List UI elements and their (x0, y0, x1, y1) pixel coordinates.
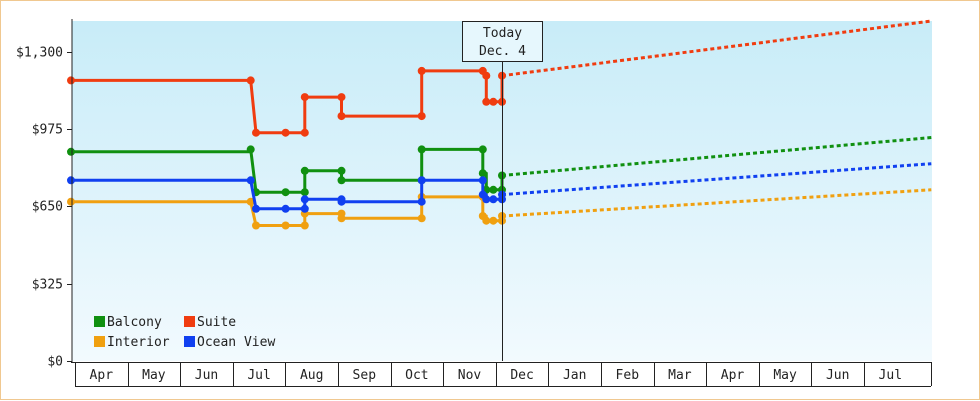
data-point-balcony-7 (337, 176, 346, 185)
y-tick-label-4: $1,300 (16, 46, 63, 61)
data-point-ocean-view-1 (246, 176, 255, 185)
legend-swatch-interior (94, 336, 105, 347)
data-point-ocean-view-7 (337, 197, 346, 206)
legend-swatch-suite (184, 316, 195, 327)
data-point-interior-8 (417, 214, 426, 223)
data-point-ocean-view-3 (281, 204, 290, 213)
legend-label-ocean-view: Ocean View (197, 335, 275, 350)
series-forecast-balcony (501, 136, 932, 177)
data-point-suite-8 (417, 112, 426, 121)
data-point-suite-7 (337, 112, 346, 121)
today-date: Dec. 4 (479, 44, 526, 59)
x-month-label-2: Jun (195, 368, 218, 383)
data-point-ocean-view-0 (67, 176, 75, 185)
today-label: Today (483, 26, 522, 41)
series-forecast-ocean-view (501, 162, 932, 197)
y-tick-label-1: $325 (32, 278, 63, 293)
data-point-suite-6 (337, 93, 346, 102)
y-tick-label-2: $650 (32, 200, 63, 215)
data-point-balcony-4 (300, 188, 309, 197)
data-point-balcony-5 (300, 166, 309, 175)
x-month-label-8: Dec (510, 368, 533, 383)
legend-label-suite: Suite (197, 315, 236, 330)
x-month-label-4: Aug (300, 368, 323, 383)
x-month-label-9: Jan (563, 368, 586, 383)
data-point-suite-4 (300, 128, 309, 137)
x-month-label-10: Feb (616, 368, 640, 383)
x-month-label-3: Jul (247, 368, 270, 383)
legend-swatch-ocean-view (184, 336, 195, 347)
data-point-balcony-6 (337, 166, 346, 175)
data-point-ocean-view-10 (478, 176, 487, 185)
data-point-ocean-view-12 (482, 195, 491, 204)
data-point-interior-1 (246, 197, 255, 206)
x-month-label-0: Apr (90, 368, 114, 383)
data-point-balcony-9 (417, 145, 426, 154)
legend: Balcony Suite Interior Ocean View (94, 315, 275, 350)
x-month-label-13: May (773, 368, 797, 383)
data-point-ocean-view-4 (300, 204, 309, 213)
legend-label-interior: Interior (107, 335, 170, 350)
x-month-label-1: May (142, 368, 166, 383)
data-point-balcony-1 (246, 145, 255, 154)
x-month-label-6: Oct (405, 368, 428, 383)
data-point-suite-5 (300, 93, 309, 102)
series-forecast-suite (501, 19, 932, 78)
data-point-balcony-10 (478, 145, 487, 154)
data-point-suite-1 (246, 76, 255, 85)
data-point-interior-3 (281, 221, 290, 230)
data-point-interior-2 (252, 221, 260, 230)
data-point-interior-4 (300, 221, 309, 230)
x-month-label-15: Jul (879, 368, 902, 383)
data-point-balcony-0 (67, 147, 75, 156)
data-point-balcony-11 (478, 169, 487, 178)
data-point-suite-9 (417, 66, 426, 75)
data-point-ocean-view-8 (417, 197, 426, 206)
legend-swatch-balcony (94, 316, 105, 327)
data-point-ocean-view-9 (417, 176, 426, 185)
y-tick-label-3: $975 (32, 123, 63, 138)
data-point-ocean-view-13 (489, 195, 498, 204)
data-point-interior-12 (482, 216, 491, 225)
x-month-label-5: Sep (353, 368, 377, 383)
y-tick-label-0: $0 (47, 355, 63, 370)
data-point-interior-7 (337, 214, 346, 223)
x-month-label-11: Mar (668, 368, 692, 383)
x-month-label-12: Apr (721, 368, 745, 383)
data-point-balcony-13 (489, 185, 498, 194)
legend-label-balcony: Balcony (107, 315, 162, 330)
data-point-interior-13 (489, 216, 498, 225)
data-point-ocean-view-5 (300, 195, 309, 204)
today-marker: Today Dec. 4 (462, 21, 543, 361)
data-point-suite-0 (67, 76, 75, 85)
x-month-label-7: Nov (458, 368, 482, 383)
series-forecast-interior (501, 188, 932, 218)
x-month-label-14: Jun (826, 368, 849, 383)
data-point-suite-12 (482, 97, 491, 106)
data-point-suite-3 (281, 128, 290, 137)
data-point-suite-11 (482, 71, 491, 80)
data-point-balcony-3 (281, 188, 290, 197)
data-point-suite-13 (489, 97, 498, 106)
today-box (462, 21, 543, 62)
data-point-interior-0 (67, 197, 75, 206)
data-point-ocean-view-2 (252, 204, 260, 213)
data-point-suite-2 (252, 128, 260, 137)
